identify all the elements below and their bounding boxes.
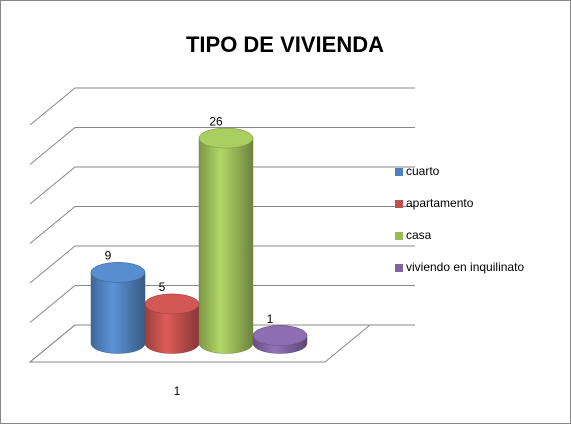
legend-label: apartamento [406,196,474,210]
grid-line [29,285,415,323]
legend-swatch [395,168,403,176]
value-label: 5 [159,280,166,294]
legend-swatch [395,200,403,208]
legend-label: viviendo en inquilinato [406,260,524,274]
bar-top [252,325,308,346]
grid-line [29,127,415,165]
grid-line [29,245,415,284]
bar [198,127,254,354]
grid-line [29,166,415,205]
grid-line [29,87,415,126]
legend-swatch [395,264,403,272]
grid-line [29,206,415,244]
bar-top [198,127,254,149]
grid-line [29,324,415,363]
legend-label: cuarto [406,164,440,178]
legend-swatch [395,232,403,240]
bar-top [90,262,146,283]
legend-label: casa [406,228,432,242]
chart-title: TIPO DE VIVIENDA [186,32,384,57]
value-label: 1 [267,312,274,326]
bar-top [144,293,200,315]
x-tick-label: 1 [174,384,181,398]
value-label: 26 [209,114,223,128]
value-label: 9 [105,249,112,263]
